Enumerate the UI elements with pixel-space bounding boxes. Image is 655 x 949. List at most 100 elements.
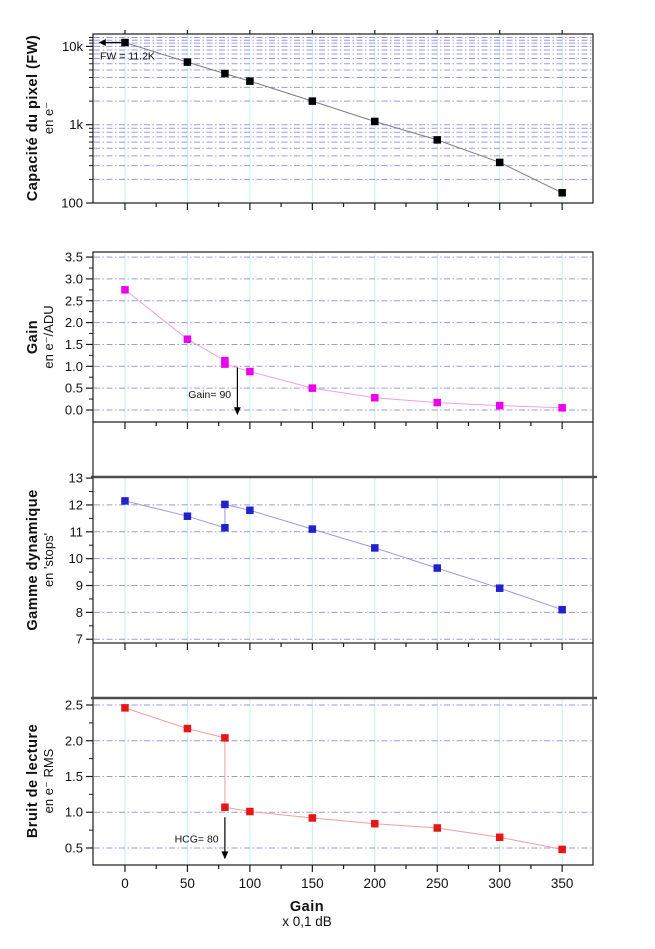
annotation-read-noise: HCG= 80	[175, 817, 229, 860]
data-point-marker	[221, 803, 229, 811]
panel-frame	[92, 251, 594, 423]
annotation-arrow-head	[221, 851, 229, 860]
data-point-marker	[558, 189, 566, 197]
y-axis-tick-label: 3.5	[65, 250, 83, 265]
data-point-marker	[433, 136, 441, 144]
data-point-marker	[495, 158, 504, 167]
data-point-marker	[495, 401, 504, 410]
y-axis-subtitle-dynamic-range: en 'stops'	[41, 533, 56, 587]
data-point-marker	[183, 58, 192, 66]
panel-read-noise: 0 50 100 150 200 250 300 350 0.5 1.0 1.5 2.0 2.5 HCG=…	[65, 643, 597, 891]
data-point-marker	[221, 360, 229, 368]
data-point-marker	[121, 38, 129, 47]
y-axis-tick-label: 2.5	[65, 698, 83, 713]
annotation-arrow-head	[98, 39, 106, 46]
y-axis-tick-label: 12	[69, 497, 83, 512]
data-point-marker	[221, 69, 229, 78]
y-axis-tick-label: 1k	[69, 117, 83, 132]
data-point-marker	[221, 500, 229, 509]
y-axis-tick-label: 3.0	[65, 271, 83, 286]
y-axis-tick-label: 2.0	[65, 733, 83, 748]
x-axis-tick-label: 300	[488, 876, 511, 891]
data-point-marker	[121, 286, 129, 294]
data-point-marker	[433, 824, 441, 832]
y-axis-tick-label: 10	[69, 551, 83, 566]
y-axis-tick-label: 13	[69, 471, 83, 486]
x-axis-tick-label: 250	[426, 876, 449, 891]
y-axis-tick-label: 9	[76, 578, 83, 593]
y-axis-tick-label: 1.5	[65, 769, 83, 784]
y-axis-subtitle-gain: en e⁻/ADU	[41, 305, 56, 368]
annotation-pixel-capacity: FW = 11.2K	[98, 39, 155, 63]
data-point-marker	[495, 584, 504, 592]
y-axis-tick-label: 1.0	[65, 805, 83, 820]
data-point-marker	[558, 404, 566, 412]
data-point-marker	[308, 384, 317, 392]
y-axis-tick-label: 1.0	[65, 359, 83, 374]
annotation-text: FW = 11.2K	[100, 51, 155, 63]
y-axis-title-read-noise: Bruit de lecture	[25, 724, 41, 838]
y-axis-tick-label: 2.5	[65, 293, 83, 308]
panel-frame	[92, 697, 594, 866]
data-point-marker	[121, 497, 129, 505]
series-line	[124, 289, 563, 409]
y-axis-title-pixel-capacity: Capacité du pixel (FW)	[25, 35, 41, 202]
data-point-marker	[246, 807, 254, 816]
y-axis-title-gain: Gain	[25, 320, 41, 354]
panel-frame	[92, 33, 594, 204]
x-axis-tick-label: 150	[301, 876, 324, 891]
data-point-marker	[183, 512, 192, 520]
x-axis-tick-label: 0	[121, 876, 129, 891]
x-axis-tick-label: 50	[180, 876, 195, 891]
panel-gain: 0.0 0.5 1.0 1.5 2.0 2.5 3.0 3.5 Gain= 90	[65, 250, 594, 429]
x-axis-tick-label: 200	[364, 876, 387, 891]
data-point-marker	[246, 77, 254, 85]
data-point-marker	[308, 97, 317, 105]
data-point-marker	[308, 525, 317, 533]
data-point-marker	[433, 398, 441, 407]
y-axis-tick-label: 8	[76, 605, 83, 620]
x-axis-tick-label: 100	[239, 876, 262, 891]
y-axis-tick-label: 0.5	[65, 840, 83, 855]
x-axis-subtitle: x 0,1 dB	[282, 914, 332, 929]
data-point-marker	[308, 814, 317, 822]
data-point-marker	[371, 117, 379, 126]
annotation-arrow-head	[233, 407, 241, 416]
y-axis-tick-label: 1.5	[65, 337, 83, 352]
panel-dynamic-range: 7 8 9 10 11 12 13	[69, 422, 597, 650]
y-axis-subtitle-pixel-capacity: en e⁻	[41, 102, 56, 134]
y-axis-tick-label: 100	[61, 196, 83, 211]
y-axis-tick-label: 7	[76, 632, 83, 647]
annotation-text: HCG= 80	[175, 833, 219, 845]
data-point-marker	[558, 845, 566, 854]
y-axis-subtitle-read-noise: en e⁻ RMS	[41, 748, 56, 813]
data-point-marker	[246, 506, 254, 515]
y-axis-tick-label: 11	[70, 524, 84, 539]
series-line	[124, 500, 563, 611]
data-point-marker	[558, 605, 566, 614]
annotation-text: Gain= 90	[188, 389, 231, 401]
data-point-marker	[433, 564, 441, 572]
data-point-marker	[495, 833, 504, 842]
data-point-marker	[121, 704, 129, 712]
data-point-marker	[221, 524, 229, 532]
data-point-marker	[371, 544, 379, 552]
data-point-marker	[221, 734, 229, 742]
data-point-marker	[371, 394, 379, 402]
panel-frame	[92, 476, 594, 644]
y-axis-tick-label: 2.0	[65, 315, 83, 330]
data-point-marker	[371, 819, 379, 828]
y-axis-tick-label: 0.5	[65, 381, 83, 396]
data-point-marker	[183, 335, 192, 343]
y-axis-tick-label: 10k	[62, 39, 83, 54]
series-line	[124, 707, 563, 850]
y-axis-title-dynamic-range: Gamme dynamique	[25, 489, 41, 630]
annotation-gain: Gain= 90	[188, 367, 241, 416]
x-axis-title: Gain	[290, 899, 324, 915]
panel-pixel-capacity: 100 1k 10k FW = 11.2K	[61, 30, 594, 211]
data-point-marker	[183, 724, 192, 733]
data-point-marker	[246, 367, 254, 376]
